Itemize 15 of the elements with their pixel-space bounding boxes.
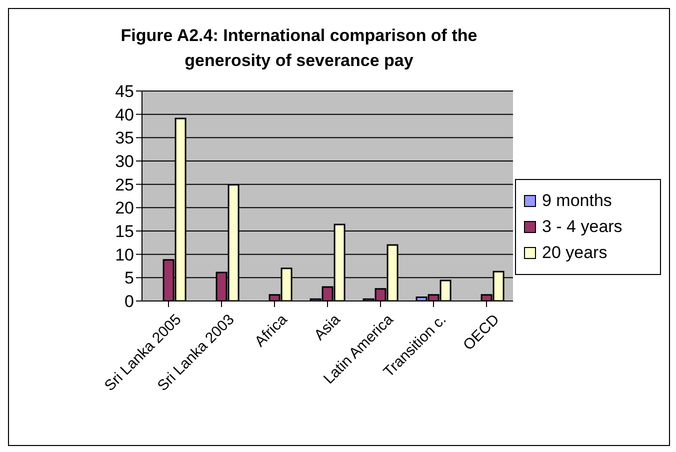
y-tick-label: 35 xyxy=(115,128,134,148)
y-tick-label: 0 xyxy=(124,292,134,312)
legend-label: 20 years xyxy=(542,242,608,264)
y-tick-label: 30 xyxy=(115,152,134,172)
y-tick-label: 10 xyxy=(115,245,134,264)
y-tick-label: 5 xyxy=(124,268,134,288)
y-tick-label: 45 xyxy=(115,82,134,102)
chart-title: Figure A2.4: International comparison of the generosity of severance pay xyxy=(120,25,478,72)
y-tick-label: 15 xyxy=(115,222,134,242)
y-tick-label: 25 xyxy=(115,175,134,194)
y-tick-label: 40 xyxy=(115,105,134,124)
y-tick-label: 20 xyxy=(115,198,134,218)
legend-label: 9 months xyxy=(542,190,612,212)
legend-label: 3 - 4 years xyxy=(542,216,622,238)
x-tick-label: Asia xyxy=(311,310,344,344)
